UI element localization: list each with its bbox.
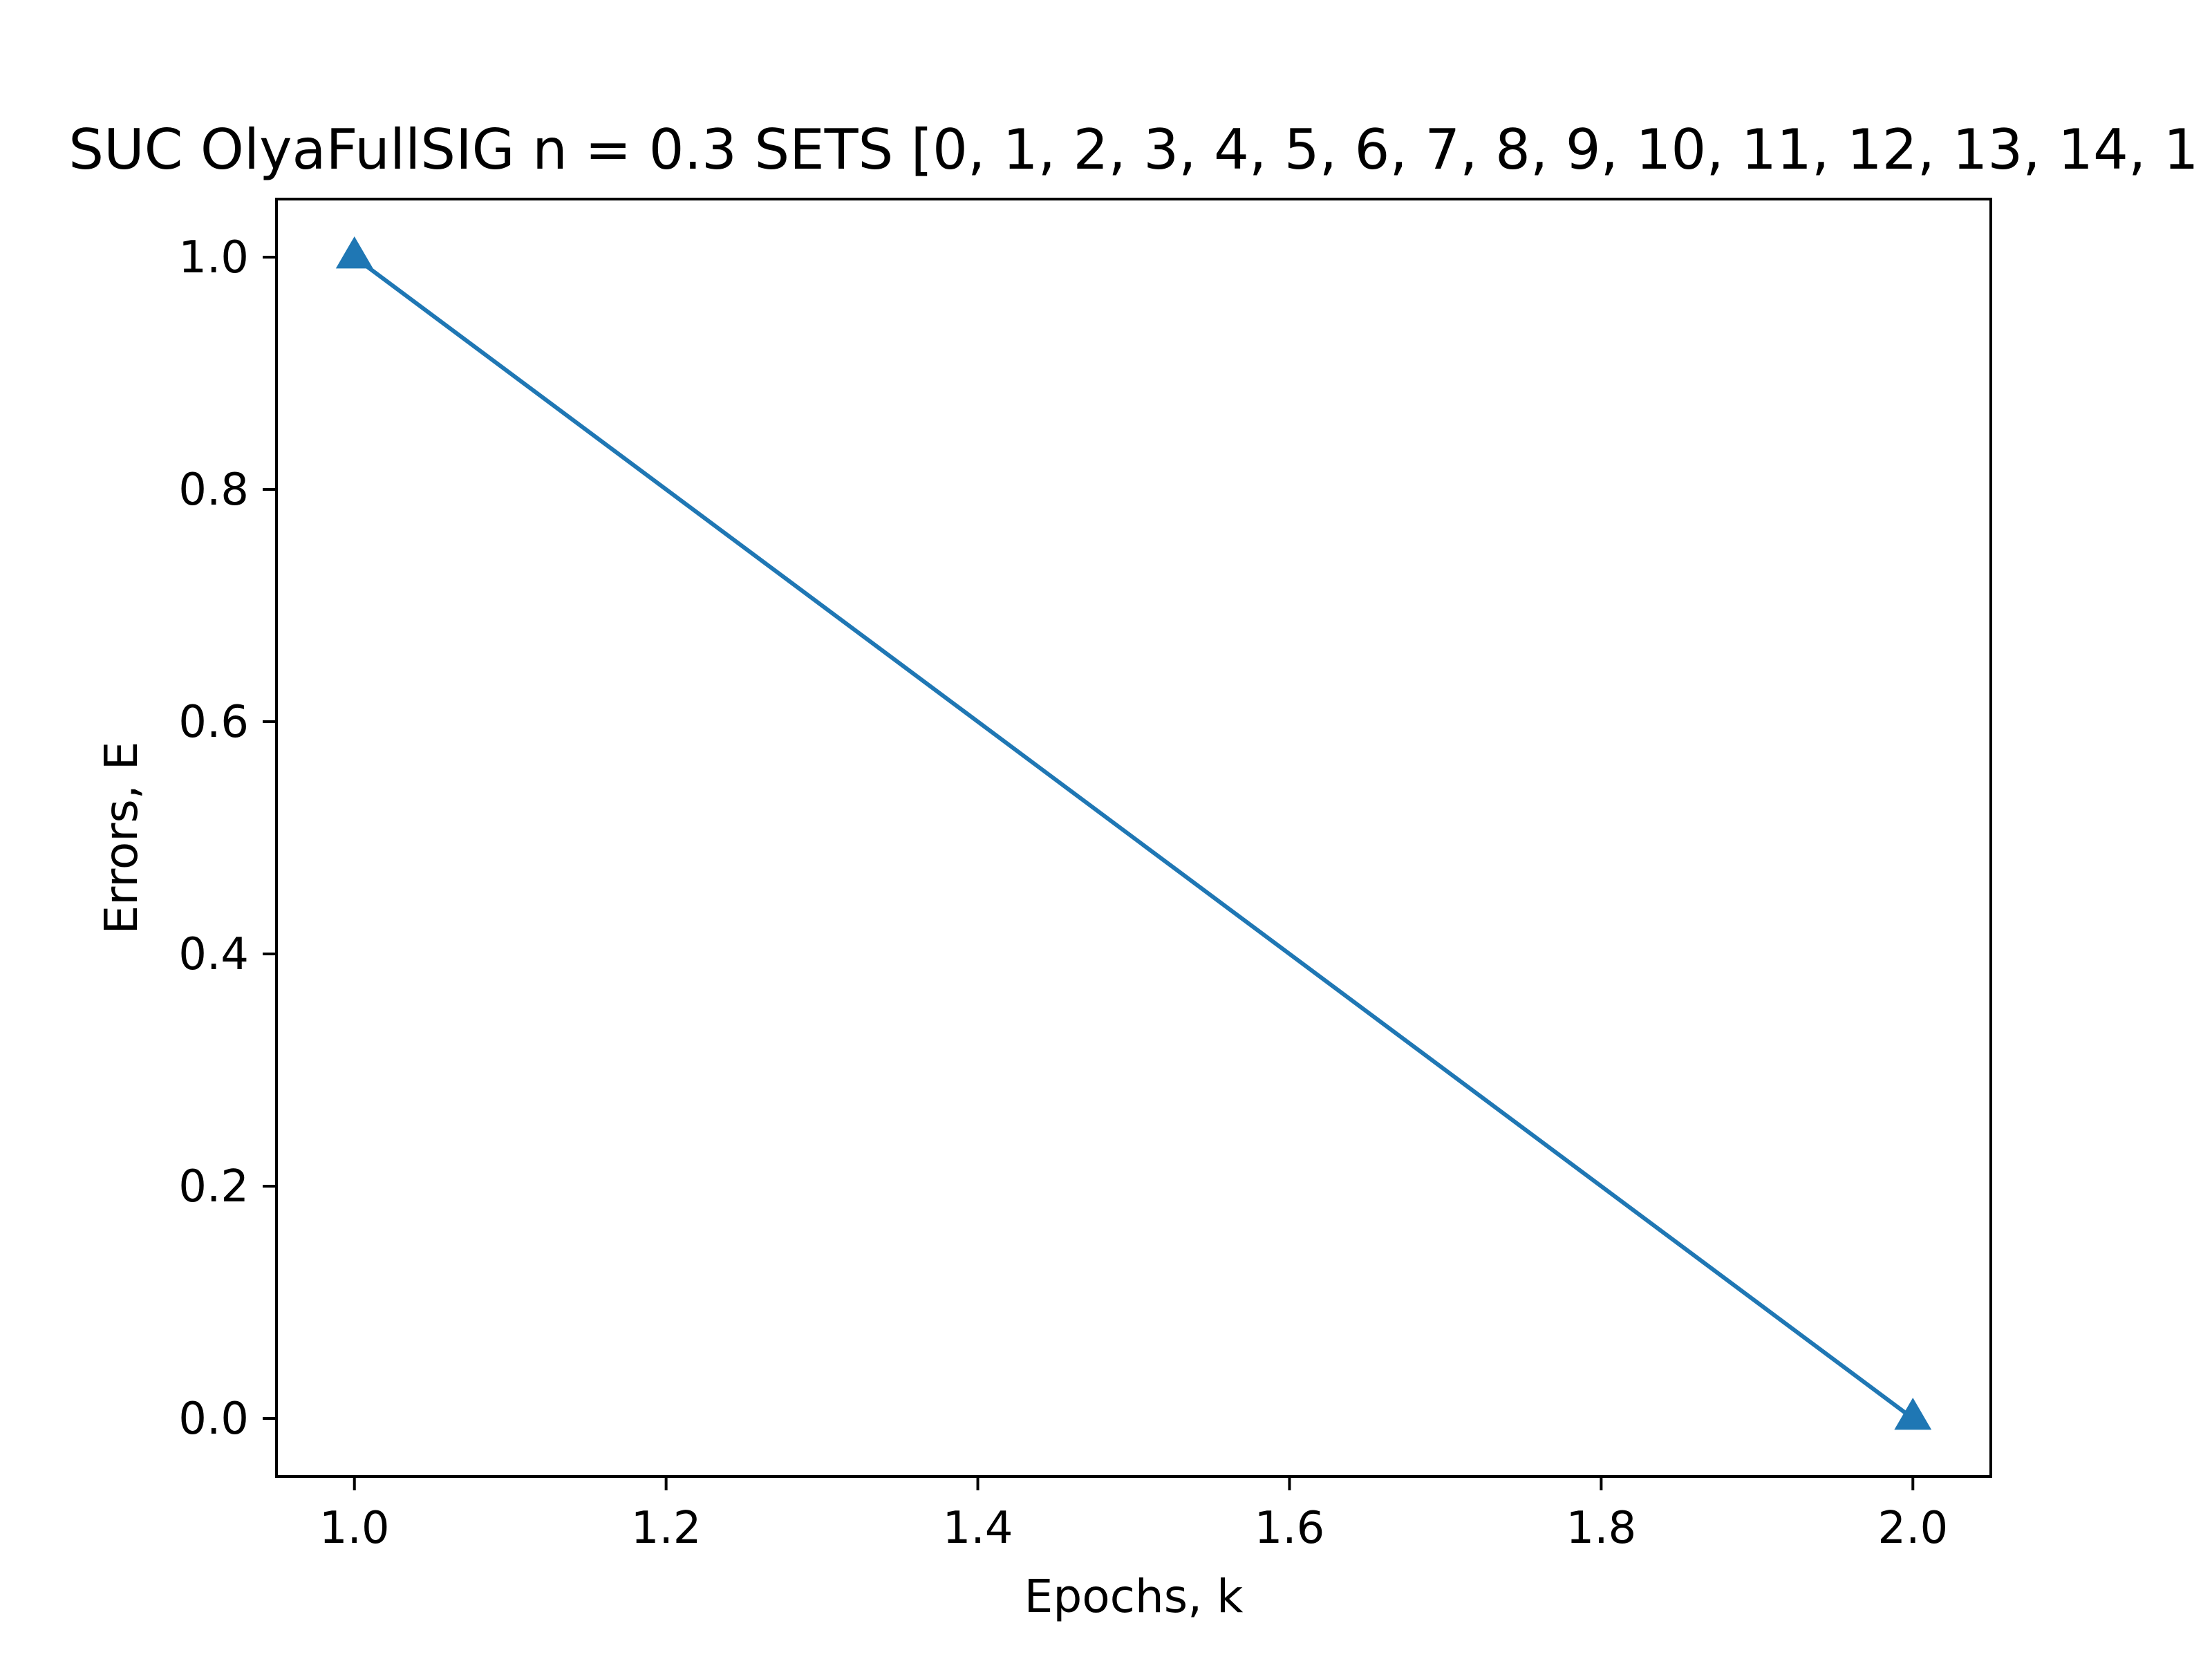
y-tick-label: 0.4 [178,929,249,980]
y-tick-label: 0.0 [178,1394,249,1445]
x-tick-label: 2.0 [1877,1503,1948,1554]
series-line [351,254,1916,1422]
x-axis: 1.0 1.2 1.4 1.6 1.8 2.0 [319,1477,1948,1554]
x-tick-label: 1.0 [319,1503,390,1554]
y-tick-label: 0.6 [178,697,249,748]
x-tick-label: 1.8 [1566,1503,1636,1554]
data-point-marker [1894,1398,1932,1430]
y-tick-label: 0.8 [178,465,249,516]
x-tick-label: 1.4 [943,1503,1013,1554]
x-tick-label: 1.6 [1255,1503,1325,1554]
y-tick-label: 0.2 [178,1161,249,1212]
y-axis: 0.0 0.2 0.4 0.6 0.8 1.0 [178,232,276,1445]
axes-frame [275,198,1992,1478]
y-tick-label: 1.0 [178,232,249,283]
chart-title: SUC OlyaFullSIG n = 0.3 SETS [0, 1, 2, 3… [68,118,2198,182]
x-axis-label: Epochs, k [1024,1570,1244,1623]
plot-area [335,236,1932,1430]
x-tick-label: 1.2 [631,1503,702,1554]
data-point-marker [335,236,373,269]
y-axis-label: Errors, E [95,742,148,935]
